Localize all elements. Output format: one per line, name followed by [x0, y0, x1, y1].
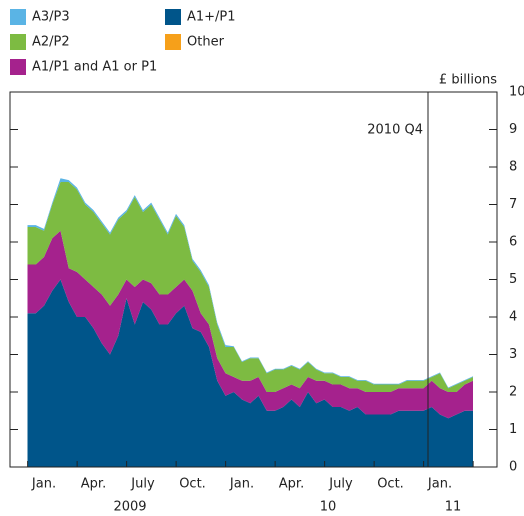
legend-swatch	[165, 9, 181, 25]
annotation: 2010 Q4	[367, 123, 423, 138]
x-group-label: 11	[445, 500, 462, 515]
x-tick-label: Oct.	[179, 477, 206, 492]
y-axis-label: £ billions	[439, 73, 497, 88]
y-tick-label: 5	[509, 272, 517, 287]
legend-swatch	[10, 9, 26, 25]
x-tick-label: July	[130, 477, 155, 492]
legend-swatch	[165, 34, 181, 50]
legend-swatch	[10, 34, 26, 50]
x-tick-label: Oct.	[377, 477, 404, 492]
y-tick-label: 10	[509, 85, 524, 100]
x-tick-label: Jan.	[229, 477, 254, 492]
legend-label: Other	[187, 35, 225, 50]
x-group-label: 2009	[113, 500, 146, 515]
legend-swatch	[10, 59, 26, 75]
y-tick-label: 2	[509, 385, 517, 400]
x-tick-label: Apr.	[279, 477, 304, 492]
area	[27, 279, 473, 467]
y-tick-label: 0	[509, 460, 517, 475]
y-tick-label: 6	[509, 235, 517, 250]
legend-label: A2/P2	[32, 35, 70, 50]
x-group-label: 10	[320, 500, 337, 515]
y-tick-label: 1	[509, 422, 517, 437]
legend-label: A1/P1 and A1 or P1	[32, 60, 157, 75]
x-tick-label: Jan.	[31, 477, 56, 492]
legend-label: A3/P3	[32, 10, 70, 25]
legend-label: A1+/P1	[187, 10, 236, 25]
y-tick-label: 3	[509, 347, 517, 362]
y-tick-label: 9	[509, 122, 517, 137]
area	[27, 182, 473, 392]
x-tick-label: Apr.	[81, 477, 106, 492]
y-tick-label: 4	[509, 310, 517, 325]
x-tick-label: July	[328, 477, 353, 492]
y-tick-label: 8	[509, 160, 517, 175]
y-tick-label: 7	[509, 197, 517, 212]
x-tick-label: Jan.	[427, 477, 452, 492]
